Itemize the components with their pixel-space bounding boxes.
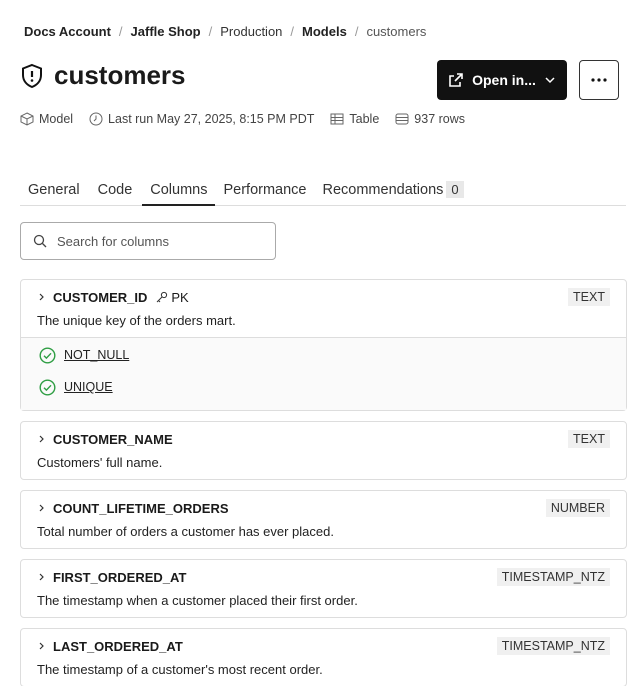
column-header[interactable]: CUSTOMER_ID PK TEXT: [37, 287, 610, 307]
data-type: TIMESTAMP_NTZ: [496, 637, 610, 655]
breadcrumb-link[interactable]: Jaffle Shop: [130, 24, 201, 39]
column-name: COUNT_LIFETIME_ORDERS: [53, 500, 229, 516]
column-description: Customers' full name.: [37, 455, 163, 470]
row-count: 937 rows: [414, 112, 466, 126]
tab[interactable]: Recommendations 0: [315, 178, 472, 205]
meta-row: Model Last run May 27, 2025, 8:15 PM PDT…: [20, 112, 465, 126]
search-input[interactable]: Search for columns: [20, 222, 276, 260]
column-main: LAST_ORDERED_AT TIMESTAMP_NTZ The timestam…: [21, 629, 626, 686]
column-description: Total number of orders a customer has ev…: [37, 524, 334, 539]
column-main: FIRST_ORDERED_AT TIMESTAMP_NTZ The timesta…: [21, 560, 626, 617]
tab-label: Recommendations: [322, 182, 444, 198]
open-in-button[interactable]: Open in...: [437, 60, 567, 100]
column-main: COUNT_LIFETIME_ORDERS NUMBER Total number …: [21, 491, 626, 548]
tab[interactable]: Code: [97, 182, 133, 198]
column-description: The timestamp of a customer's most recen…: [37, 662, 323, 677]
breadcrumb-link[interactable]: Models: [302, 24, 347, 39]
chevron: [39, 435, 44, 443]
column-header[interactable]: COUNT_LIFETIME_ORDERS NUMBER: [37, 498, 610, 518]
column-name: LAST_ORDERED_AT: [53, 638, 183, 654]
tab[interactable]: General: [28, 182, 80, 198]
data-type: TEXT: [568, 430, 610, 448]
column-description: The timestamp when a customer placed the…: [37, 593, 358, 608]
data-type: TEXT: [568, 288, 610, 306]
column-card: FIRST_ORDERED_AT TIMESTAMP_NTZ The timesta…: [20, 559, 627, 618]
column-header[interactable]: FIRST_ORDERED_AT TIMESTAMP_NTZ: [37, 567, 610, 587]
tab-count: 0: [446, 181, 464, 198]
data-type: NUMBER: [545, 499, 610, 517]
page-title: customers: [20, 60, 186, 91]
column-main: CUSTOMER_ID PK TEXT The unique key of the o…: [21, 280, 626, 337]
column-card: COUNT_LIFETIME_ORDERS NUMBER Total number …: [20, 490, 627, 549]
resource-type: Model: [39, 112, 74, 126]
title-text: customers: [54, 60, 186, 90]
chevron: [39, 293, 44, 301]
key-badge: PK: [155, 289, 189, 305]
shield-icon: [22, 63, 42, 88]
column-card: LAST_ORDERED_AT TIMESTAMP_NTZ The timestam…: [20, 628, 627, 686]
open-in-label: Open in...: [472, 72, 536, 88]
column-card: CUSTOMER_NAME TEXT Customers' full name.: [20, 421, 627, 480]
chevron: [39, 642, 44, 650]
breadcrumb: Docs Account / Jaffle Shop / Production / M…: [24, 24, 427, 39]
test[interactable]: NOT_NULL: [39, 339, 608, 371]
test-name: UNIQUE: [64, 380, 113, 394]
more-button[interactable]: [579, 60, 619, 100]
chevron: [39, 573, 44, 581]
column-card: CUSTOMER_ID PK TEXT The unique key of the o…: [20, 279, 627, 411]
column-description: The unique key of the orders mart.: [37, 313, 236, 328]
chevron: [39, 504, 44, 512]
column-header[interactable]: CUSTOMER_NAME TEXT: [37, 429, 610, 449]
breadcrumb-link[interactable]: Docs Account: [24, 24, 111, 39]
column-header[interactable]: LAST_ORDERED_AT TIMESTAMP_NTZ: [37, 636, 610, 656]
column-name: CUSTOMER_NAME: [53, 431, 173, 447]
data-type: TIMESTAMP_NTZ: [496, 568, 610, 586]
test-name: NOT_NULL: [64, 348, 130, 362]
column-list: CUSTOMER_ID PK TEXT The unique key of the o…: [20, 279, 627, 686]
tab-active[interactable]: Columns: [142, 178, 216, 206]
column-main: CUSTOMER_NAME TEXT Customers' full name.: [21, 422, 626, 479]
key-label: PK: [171, 289, 189, 305]
breadcrumb-current: customers: [366, 24, 427, 39]
last-run: Last run May 27, 2025, 8:15 PM PDT: [108, 112, 315, 126]
materialization: Table: [349, 112, 380, 126]
search-placeholder: Search for columns: [57, 233, 169, 249]
test[interactable]: UNIQUE: [39, 371, 608, 403]
column-name: CUSTOMER_ID: [53, 289, 148, 305]
tab[interactable]: Performance: [223, 182, 307, 198]
test-list: NOT_NULL UNIQUE: [21, 337, 626, 410]
tab-bar: General Code Columns Performance Recomme…: [20, 178, 626, 206]
column-name: FIRST_ORDERED_AT: [53, 569, 187, 585]
breadcrumb-link[interactable]: Production: [220, 24, 283, 39]
